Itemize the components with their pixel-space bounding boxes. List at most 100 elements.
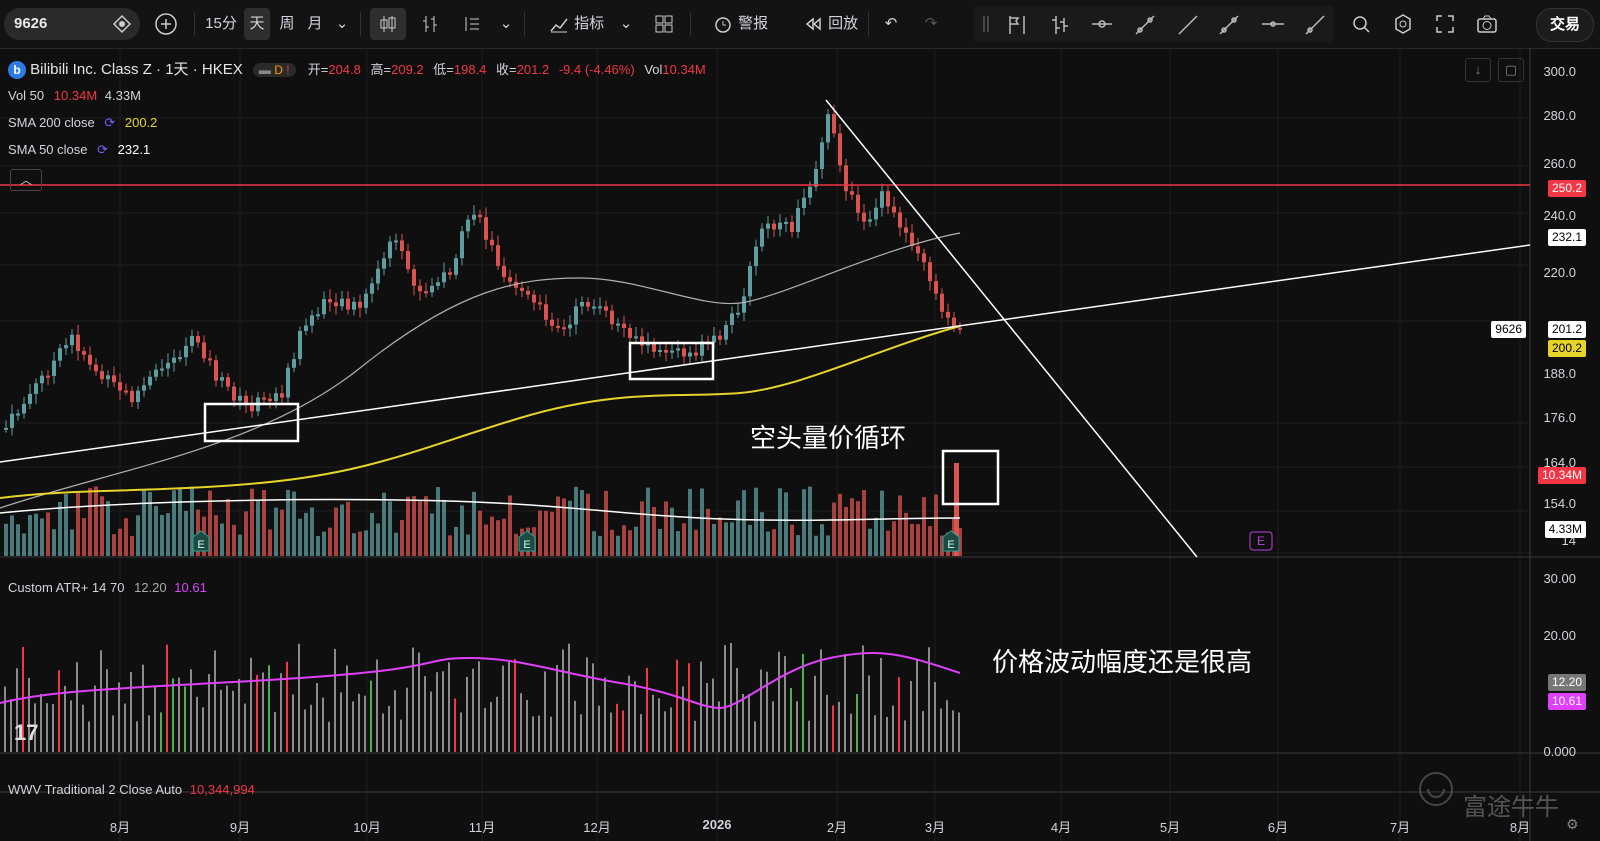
earnings-marker[interactable]: E — [942, 530, 960, 552]
volume-bar — [910, 523, 914, 556]
atr-bar — [664, 711, 666, 752]
volume-bar — [568, 500, 572, 556]
time-axis-settings-button[interactable]: ⚙ — [1566, 816, 1584, 834]
atr-bar — [796, 701, 798, 752]
atr-bar — [688, 663, 690, 752]
settings-button[interactable] — [1388, 8, 1418, 40]
candle-body — [370, 283, 374, 294]
rising-trend-line[interactable] — [0, 244, 1531, 463]
candle-body — [448, 272, 452, 275]
interval-week[interactable]: 周 — [279, 15, 295, 32]
volume-bar — [184, 510, 188, 556]
indicators-dropdown[interactable]: ⌄ — [616, 8, 636, 40]
candle-body — [892, 206, 896, 213]
atr-bar — [130, 672, 132, 752]
atr-bar — [190, 669, 192, 752]
interval-dropdown[interactable]: ⌄ — [332, 8, 352, 40]
svg-text:E: E — [1257, 534, 1265, 548]
atr-bar — [652, 694, 654, 752]
sma50-legend[interactable]: SMA 50 close ⟳ 232.1 — [8, 142, 150, 158]
highlight-box[interactable] — [941, 449, 1000, 506]
atr-bar — [736, 668, 738, 752]
atr-bar — [376, 659, 378, 752]
compare-button[interactable] — [1346, 8, 1376, 40]
falling-trend-line[interactable] — [825, 99, 1198, 558]
earnings-marker[interactable]: E — [192, 530, 210, 552]
atr-bar — [718, 701, 720, 752]
svg-text:E: E — [947, 539, 954, 551]
high-label: 高= — [370, 62, 392, 77]
layout-dropdown[interactable]: ⌄ — [496, 8, 516, 40]
atr-legend[interactable]: Custom ATR+ 14 70 12.20 10.61 — [8, 580, 207, 595]
sma200-legend[interactable]: SMA 200 close ⟳ 200.2 — [8, 115, 157, 131]
candle-body — [118, 382, 122, 391]
volume-bar — [706, 508, 710, 556]
list-icon — [465, 17, 479, 31]
volatility-annotation[interactable]: 价格波动幅度还是很高 — [992, 647, 1253, 677]
atr-bar — [904, 720, 906, 752]
atr-bar — [250, 657, 252, 752]
chart-title: Bilibili Inc. Class Z · 1天 · HKEX — [30, 61, 243, 78]
indicators-button[interactable]: 指标 — [536, 8, 616, 40]
flag-badge[interactable]: ▬ D ! — [252, 63, 296, 77]
earnings-marker-future[interactable]: E — [1249, 531, 1273, 551]
open-value: 204.8 — [328, 62, 361, 77]
volume-bar — [640, 501, 644, 556]
bear-cycle-annotation[interactable]: 空头量价循环 — [750, 423, 907, 453]
candle-body — [628, 327, 632, 338]
pane-scroll-down-button[interactable]: ↓ — [1465, 58, 1491, 82]
price-chart[interactable]: E E E E 17 — [0, 48, 1600, 841]
vol50-value2: 4.33M — [104, 88, 141, 103]
layout-button[interactable] — [456, 8, 488, 40]
interval-day[interactable]: 天 — [244, 8, 270, 40]
atr-bar — [634, 681, 636, 752]
redo-button[interactable]: ↷ — [916, 8, 946, 40]
alert-button[interactable]: 警报 — [700, 8, 780, 40]
replay-button[interactable]: 回放 — [790, 8, 870, 40]
wwv-legend[interactable]: WWV Traditional 2 Close Auto 10,344,994 — [8, 782, 255, 797]
volume-bar — [814, 535, 818, 556]
bar-type-button[interactable] — [414, 8, 446, 40]
volume-bar — [478, 510, 482, 556]
volume-bar — [544, 510, 548, 556]
atr-bar — [496, 696, 498, 752]
candles-button[interactable] — [370, 8, 406, 40]
screenshot-button[interactable] — [1472, 8, 1502, 40]
candle-body — [820, 142, 824, 169]
price-axis-label: 220.0 — [1543, 265, 1576, 280]
volume-bar — [760, 512, 764, 556]
time-axis-label: 2月 — [826, 820, 848, 835]
volume-bar — [388, 501, 392, 556]
atr-bar — [262, 672, 264, 752]
templates-button[interactable] — [648, 8, 680, 40]
heart-diamond-icon[interactable] — [112, 14, 132, 34]
pane-maximize-button[interactable]: ▢ — [1498, 58, 1524, 82]
candle-body — [70, 334, 74, 346]
add-symbol-button[interactable] — [150, 8, 182, 40]
highlight-box[interactable] — [203, 402, 300, 443]
highlight-box[interactable] — [628, 341, 715, 381]
interval-15m[interactable]: 15分 — [205, 15, 237, 32]
collapse-legend-button[interactable]: ︿ — [10, 169, 42, 191]
drawing-tools-icons[interactable] — [974, 6, 1334, 42]
volume-bar — [244, 511, 248, 556]
candle-body — [568, 324, 572, 329]
atr-bar — [178, 677, 180, 752]
candle-body — [352, 301, 356, 310]
plus-circle-icon — [155, 13, 177, 35]
trade-button[interactable]: 交易 — [1536, 8, 1594, 42]
earnings-marker[interactable]: E — [518, 530, 536, 552]
fullscreen-button[interactable] — [1430, 8, 1460, 40]
candle-body — [64, 345, 68, 349]
candle-body — [586, 302, 590, 307]
vol50-legend[interactable]: Vol 50 10.34M 4.33M — [8, 88, 141, 103]
undo-button[interactable]: ↶ — [876, 8, 906, 40]
interval-month[interactable]: 月 — [307, 15, 323, 32]
candle-body — [484, 217, 488, 240]
symbol-search[interactable]: 9626 — [4, 8, 140, 40]
atr-bar — [124, 703, 126, 752]
atr-bar — [628, 675, 630, 752]
candle-body — [142, 385, 146, 391]
atr-bar — [316, 683, 318, 752]
volume-bar — [862, 490, 866, 556]
